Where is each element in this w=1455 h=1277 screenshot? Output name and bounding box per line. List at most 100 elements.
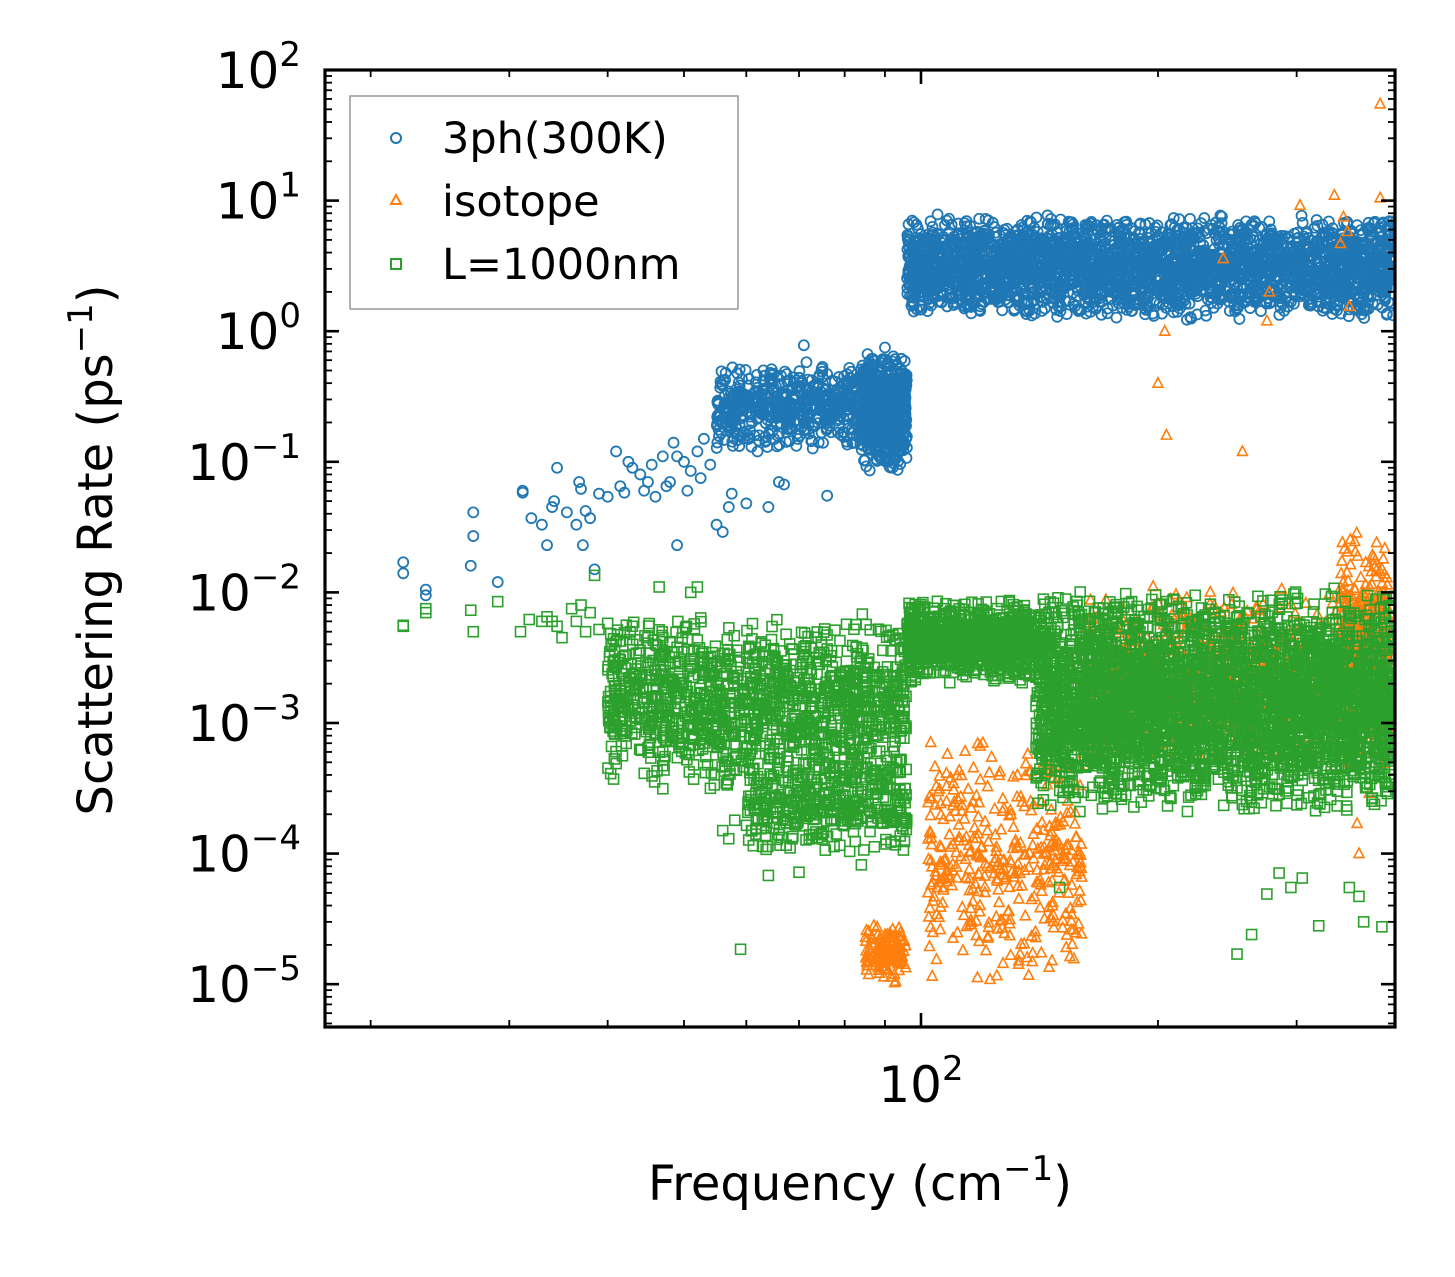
data-point: [812, 371, 825, 384]
data-point: [826, 406, 839, 418]
data-point: [716, 526, 729, 538]
data-point: [932, 910, 946, 923]
data-point: [678, 455, 690, 468]
data-point: [758, 375, 771, 388]
data-point: [729, 414, 742, 426]
data-point: [783, 383, 795, 396]
data-point: [941, 746, 954, 759]
data-point: [1184, 212, 1196, 225]
data-point: [726, 439, 739, 452]
data-point: [719, 389, 731, 402]
data-point: [832, 426, 844, 439]
data-point: [1074, 836, 1088, 849]
data-point: [691, 445, 704, 458]
data-point: [806, 442, 819, 455]
data-point: [1012, 891, 1026, 904]
data-point: [642, 476, 654, 488]
data-point: [762, 501, 775, 513]
data-point: [800, 356, 813, 369]
data-point: [467, 530, 480, 542]
data-point: [576, 539, 589, 552]
data-point: [697, 432, 710, 445]
data-point: [816, 360, 829, 373]
data-point: [780, 368, 793, 381]
data-point: [719, 401, 732, 414]
data-point: [928, 759, 942, 772]
data-point: [982, 765, 996, 778]
data-point: [842, 399, 855, 412]
data-point: [815, 426, 828, 439]
data-point: [955, 900, 969, 913]
data-point: [711, 436, 724, 449]
data-point: [742, 432, 755, 445]
data-point: [1296, 216, 1309, 229]
data-point: [924, 808, 937, 821]
data-point: [780, 391, 793, 404]
data-point: [759, 417, 772, 430]
data-point: [694, 472, 707, 485]
data-point: [973, 212, 986, 225]
data-point: [797, 339, 810, 352]
data-point: [681, 484, 694, 497]
data-point: [826, 412, 839, 424]
data-point: [879, 341, 891, 354]
data-point: [726, 361, 739, 374]
data-point: [973, 772, 987, 785]
data-point: [464, 559, 477, 572]
data-point: [933, 922, 947, 935]
data-point: [751, 368, 763, 381]
data-point: [733, 363, 746, 376]
data-point: [560, 506, 573, 519]
data-point: [710, 419, 723, 432]
data-point: [1034, 945, 1048, 958]
data-point: [813, 390, 825, 403]
data-point: [923, 939, 936, 952]
data-point: [794, 429, 806, 442]
data-point: [966, 894, 980, 907]
data-point: [990, 968, 1004, 981]
data-point: [835, 428, 848, 441]
data-point: [994, 822, 1008, 835]
data-point: [943, 827, 956, 840]
data-point: [821, 489, 834, 502]
data-point: [923, 900, 937, 913]
data-point: [570, 518, 583, 531]
data-point: [790, 439, 803, 452]
data-point: [801, 384, 814, 397]
data-point: [1022, 967, 1036, 981]
data-point: [742, 379, 755, 392]
data-point: [727, 390, 740, 403]
data-point: [985, 749, 998, 762]
data-point: [684, 465, 697, 477]
data-point: [645, 458, 658, 471]
data-point: [397, 556, 410, 569]
data-point: [778, 365, 791, 378]
series-0: [397, 208, 1395, 602]
data-point: [795, 408, 808, 421]
data-point: [769, 398, 781, 411]
data-point: [772, 410, 785, 423]
data-point: [925, 968, 939, 981]
data-point: [765, 363, 778, 376]
data-point: [724, 415, 737, 428]
data-point: [1068, 816, 1082, 829]
data-point: [575, 483, 587, 495]
data-point: [780, 436, 792, 448]
data-point: [656, 450, 669, 463]
data-point: [771, 440, 783, 453]
data-point: [971, 970, 984, 983]
data-point: [806, 419, 819, 432]
data-point: [467, 506, 480, 519]
data-point: [763, 428, 775, 441]
data-point: [756, 394, 769, 406]
data-point: [791, 427, 804, 440]
data-point: [546, 501, 558, 513]
data-point: [828, 375, 841, 388]
data-point: [773, 378, 785, 390]
data-point: [979, 943, 993, 956]
data-point: [1018, 908, 1032, 921]
data-point: [1019, 756, 1033, 769]
data-point: [715, 378, 727, 391]
data-point: [725, 487, 738, 500]
